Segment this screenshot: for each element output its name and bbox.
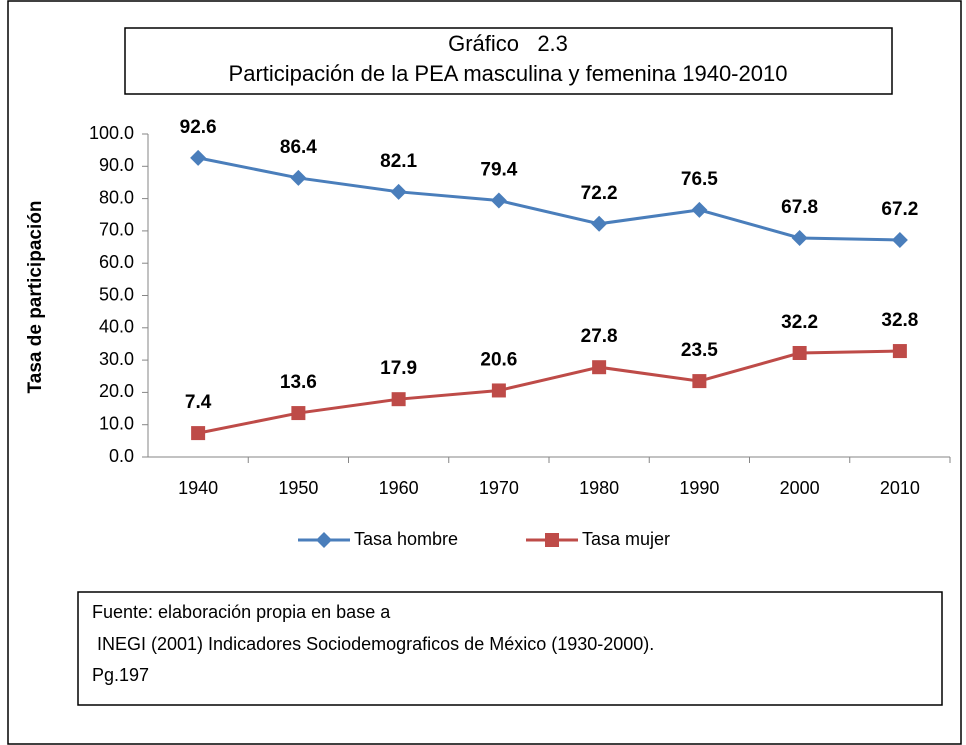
x-tick-label: 1980 <box>579 478 619 498</box>
data-label: 32.8 <box>881 310 918 331</box>
x-tick-label: 1940 <box>178 478 218 498</box>
note-line: Fuente: elaboración propia en base a <box>92 602 391 622</box>
note-line: Pg.197 <box>92 665 149 685</box>
data-label: 20.6 <box>480 349 517 370</box>
chart-subtitle: Participación de la PEA masculina y feme… <box>229 61 788 86</box>
data-label: 7.4 <box>185 392 212 413</box>
x-tick-label: 1950 <box>278 478 318 498</box>
series-line <box>197 156 900 242</box>
point <box>592 360 607 375</box>
data-label: 32.2 <box>781 312 818 333</box>
note-box <box>77 591 943 706</box>
x-tick-label: 1990 <box>679 478 719 498</box>
data-label: 79.4 <box>480 160 517 181</box>
data-label: 82.1 <box>380 151 417 172</box>
x-tick-label: 1970 <box>479 478 519 498</box>
legend-label: Tasa hombre <box>354 529 458 549</box>
data-label: 23.5 <box>681 340 718 361</box>
x-tick-label: 1960 <box>379 478 419 498</box>
y-tick-label: 100.0 <box>89 123 134 143</box>
point <box>290 169 307 186</box>
point <box>390 183 407 200</box>
y-tick-label: 50.0 <box>99 284 134 304</box>
point <box>191 426 206 441</box>
point <box>691 201 708 218</box>
y-tick-label: 0.0 <box>109 446 134 466</box>
y-tick-label: 20.0 <box>99 381 134 401</box>
data-label: 67.2 <box>881 199 918 220</box>
point <box>190 149 207 166</box>
data-label: 67.8 <box>781 197 818 218</box>
y-tick-label: 80.0 <box>99 187 134 207</box>
y-tick-label: 30.0 <box>99 349 134 369</box>
point <box>591 215 608 232</box>
legend-label: Tasa mujer <box>582 529 670 549</box>
x-tick-label: 2010 <box>880 478 920 498</box>
point <box>491 383 506 398</box>
y-tick-label: 70.0 <box>99 220 134 240</box>
y-tick-label: 90.0 <box>99 155 134 175</box>
point <box>891 231 908 248</box>
data-label: 27.8 <box>581 326 618 347</box>
title-box <box>124 27 893 95</box>
chart-title: Gráfico 2.3 <box>448 31 568 56</box>
point <box>792 345 807 360</box>
y-tick-label: 60.0 <box>99 252 134 272</box>
legend-marker <box>316 532 332 548</box>
point <box>291 406 306 421</box>
data-label: 86.4 <box>280 137 317 158</box>
point <box>692 374 707 389</box>
series-line <box>197 349 900 435</box>
y-tick-label: 40.0 <box>99 317 134 337</box>
note-line: INEGI (2001) Indicadores Sociodemografic… <box>92 634 654 654</box>
legend-marker <box>545 533 559 547</box>
point <box>490 192 507 209</box>
point <box>892 344 907 359</box>
point <box>791 230 808 247</box>
x-tick-label: 2000 <box>780 478 820 498</box>
data-label: 13.6 <box>280 372 317 393</box>
data-label: 72.2 <box>581 183 618 204</box>
y-tick-label: 10.0 <box>99 413 134 433</box>
data-label: 76.5 <box>681 169 718 190</box>
data-label: 92.6 <box>180 117 217 138</box>
data-label: 17.9 <box>380 358 417 379</box>
point <box>391 392 406 407</box>
y-axis-label: Tasa de participación <box>25 201 46 394</box>
